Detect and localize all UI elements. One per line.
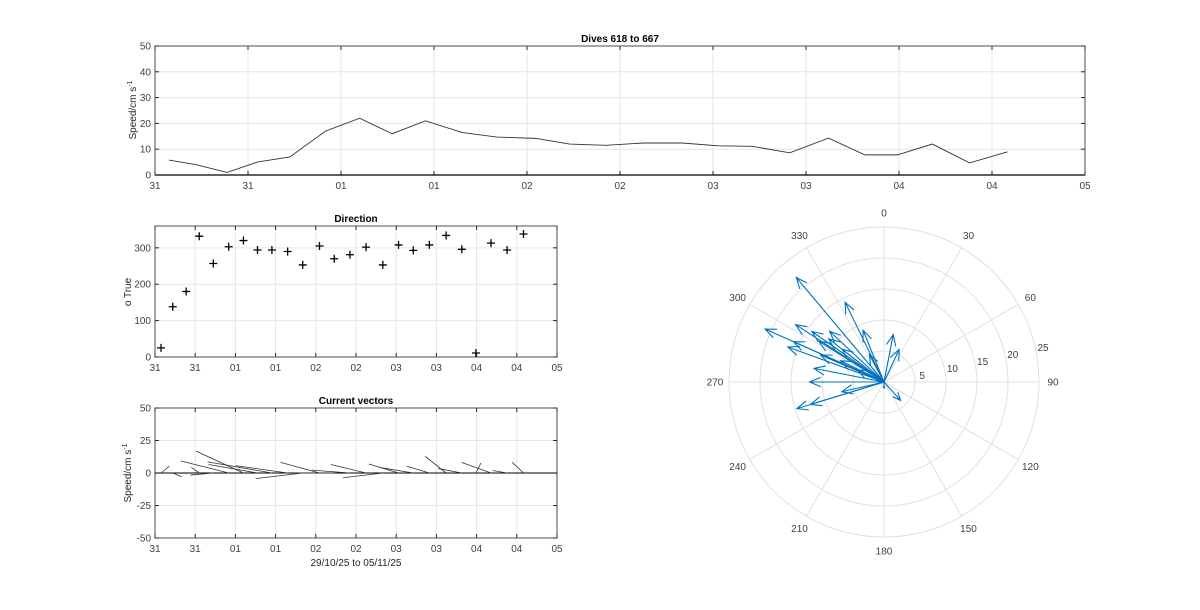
chart-title: Current vectors bbox=[319, 396, 394, 407]
theta-tick-label: 0 bbox=[881, 209, 887, 220]
y-tick-label: 200 bbox=[134, 280, 151, 291]
x-tick-label: 03 bbox=[431, 544, 443, 555]
x-tick-label: 01 bbox=[230, 544, 242, 555]
x-tick-label: 01 bbox=[230, 363, 242, 374]
theta-tick-label: 60 bbox=[1025, 293, 1037, 304]
chart-title: Direction bbox=[334, 214, 377, 225]
theta-tick-label: 120 bbox=[1022, 462, 1039, 473]
x-tick-label: 05 bbox=[551, 544, 563, 555]
y-axis-label: Speed/cm s-1 bbox=[122, 443, 134, 502]
polar-spoke bbox=[807, 248, 885, 382]
y-tick-label: -25 bbox=[137, 501, 152, 512]
theta-tick-label: 90 bbox=[1047, 378, 1059, 389]
r-tick-label: 20 bbox=[1007, 350, 1019, 361]
y-axis-label-sup: -1 bbox=[122, 443, 129, 449]
x-tick-label: 31 bbox=[149, 363, 161, 374]
x-tick-label: 04 bbox=[511, 363, 523, 374]
current-arrow bbox=[884, 382, 901, 400]
x-tick-label: 31 bbox=[190, 544, 202, 555]
x-tick-label: 02 bbox=[350, 363, 362, 374]
x-tick-label: 03 bbox=[431, 363, 443, 374]
x-tick-label: 02 bbox=[614, 181, 626, 192]
current-arrow bbox=[830, 331, 884, 382]
x-tick-label: 01 bbox=[270, 544, 282, 555]
r-tick-label: 10 bbox=[947, 364, 959, 375]
y-tick-label: 300 bbox=[134, 243, 151, 254]
x-tick-label: 31 bbox=[149, 181, 161, 192]
polar-spoke bbox=[884, 382, 1018, 460]
x-tick-label: 03 bbox=[391, 544, 403, 555]
x-axis-label: 29/10/25 to 05/11/25 bbox=[310, 558, 401, 569]
y-tick-label: 25 bbox=[140, 436, 152, 447]
polar-spoke bbox=[884, 248, 962, 382]
y-axis-label: o True bbox=[123, 277, 134, 306]
y-tick-label: 50 bbox=[140, 404, 152, 415]
y-axis-label-text: Speed/cm s bbox=[128, 87, 139, 140]
x-tick-label: 02 bbox=[521, 181, 533, 192]
theta-tick-label: 330 bbox=[791, 231, 808, 242]
x-tick-label: 04 bbox=[986, 181, 998, 192]
y-axis-label: Speed/cm s-1 bbox=[127, 80, 139, 139]
y-tick-label: 20 bbox=[140, 119, 152, 130]
y-tick-label: 0 bbox=[145, 353, 151, 364]
current-arrow bbox=[884, 335, 896, 382]
x-tick-label: 01 bbox=[270, 363, 282, 374]
y-tick-label: 0 bbox=[145, 469, 151, 480]
x-tick-label: 04 bbox=[893, 181, 905, 192]
axes-0: 31 31 01 01 02 02 03 03 04 04 05 0 10 20 30 40 50 Dives 6… bbox=[127, 34, 1091, 192]
y-tick-label: 40 bbox=[140, 67, 152, 78]
theta-tick-label: 30 bbox=[963, 231, 975, 242]
y-axis-label-sup: -1 bbox=[127, 80, 134, 86]
x-tick-label: 02 bbox=[310, 363, 322, 374]
theta-tick-label: 300 bbox=[729, 293, 746, 304]
y-tick-label: 30 bbox=[140, 93, 152, 104]
current-arrow bbox=[810, 382, 884, 406]
y-axis-label-text: Speed/cm s bbox=[123, 450, 134, 503]
r-tick-label: 5 bbox=[919, 371, 925, 382]
y-tick-label: 50 bbox=[140, 42, 152, 53]
theta-tick-label: 210 bbox=[791, 524, 808, 535]
x-tick-label: 01 bbox=[335, 181, 347, 192]
x-tick-label: 03 bbox=[391, 363, 403, 374]
polar-axes: 0 30 60 90 120 150 180 210 240 270 300 330 5 10 15 20 25 bbox=[707, 209, 1059, 558]
x-tick-label: 02 bbox=[350, 544, 362, 555]
x-tick-label: 04 bbox=[471, 363, 483, 374]
x-tick-label: 02 bbox=[310, 544, 322, 555]
x-tick-label: 04 bbox=[511, 544, 523, 555]
theta-tick-label: 150 bbox=[960, 524, 977, 535]
y-tick-label: 0 bbox=[145, 171, 151, 182]
theta-tick-label: 180 bbox=[876, 547, 893, 558]
theta-tick-label: 240 bbox=[729, 462, 746, 473]
r-tick-label: 25 bbox=[1037, 343, 1049, 354]
theta-tick-label: 270 bbox=[707, 378, 724, 389]
x-tick-label: 04 bbox=[471, 544, 483, 555]
polar-spoke bbox=[750, 382, 884, 460]
x-tick-label: 31 bbox=[242, 181, 254, 192]
y-tick-label: 10 bbox=[140, 145, 152, 156]
x-tick-label: 05 bbox=[551, 363, 563, 374]
x-tick-label: 31 bbox=[149, 544, 161, 555]
y-tick-label: -50 bbox=[137, 534, 152, 545]
y-tick-label: 100 bbox=[134, 316, 151, 327]
polar-spoke bbox=[884, 382, 962, 516]
axes-1: 31 31 01 01 02 02 03 03 04 04 05 0 100 200 300 Directio… bbox=[123, 214, 563, 374]
x-tick-label: 31 bbox=[190, 363, 202, 374]
axes-2: 31 31 01 01 02 02 03 03 04 04 05 -50 -25 0 25 50 Current… bbox=[122, 396, 563, 569]
r-tick-label: 15 bbox=[977, 357, 989, 368]
chart-title: Dives 618 to 667 bbox=[581, 34, 659, 45]
x-tick-label: 03 bbox=[800, 181, 812, 192]
x-tick-label: 03 bbox=[707, 181, 719, 192]
x-tick-label: 01 bbox=[428, 181, 440, 192]
x-tick-label: 05 bbox=[1079, 181, 1091, 192]
